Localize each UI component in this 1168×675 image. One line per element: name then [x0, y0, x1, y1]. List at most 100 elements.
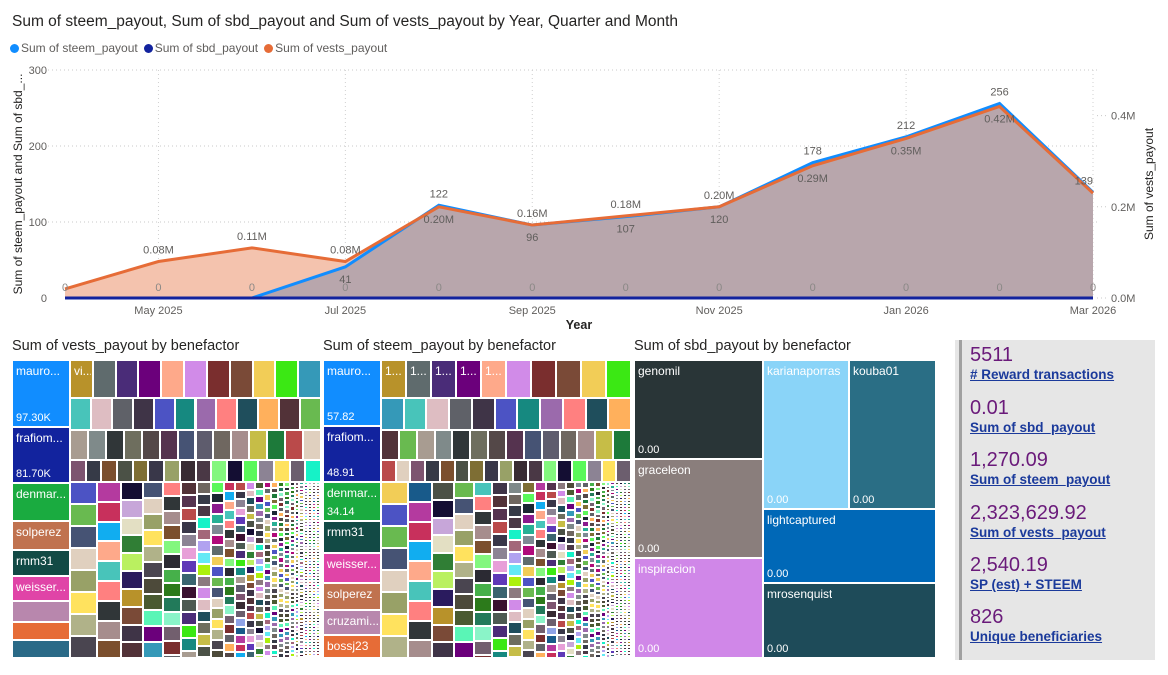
treemap-tile[interactable]: [223, 538, 236, 549]
treemap-tile[interactable]: [614, 536, 619, 539]
treemap-tile[interactable]: [284, 500, 290, 505]
treemap-tile[interactable]: [622, 566, 627, 569]
treemap-tile[interactable]: [622, 548, 627, 551]
treemap-tile[interactable]: [289, 645, 295, 650]
treemap-tile[interactable]: [85, 460, 102, 482]
treemap-tile[interactable]: [299, 627, 304, 631]
treemap-tile[interactable]: [311, 518, 316, 521]
treemap-tile[interactable]: [315, 638, 320, 641]
treemap-tile[interactable]: [507, 610, 522, 623]
treemap-tile[interactable]: [303, 557, 308, 560]
treemap-tile[interactable]: [546, 584, 557, 593]
treemap-tile[interactable]: [622, 530, 627, 533]
treemap-tile[interactable]: [622, 518, 627, 521]
treemap-tile[interactable]: [303, 629, 308, 632]
treemap-tile[interactable]: [307, 647, 312, 650]
treemap-tile[interactable]: [618, 641, 623, 644]
treemap-tile[interactable]: [162, 655, 181, 658]
treemap-tile[interactable]: [294, 621, 300, 626]
treemap-tile[interactable]: [284, 617, 290, 623]
treemap-tile[interactable]: [299, 597, 304, 601]
treemap-tile[interactable]: [381, 460, 396, 482]
treemap-tile[interactable]: [556, 643, 567, 651]
treemap-tile[interactable]: [556, 528, 567, 536]
treemap-tile[interactable]: [196, 645, 211, 658]
treemap-tile[interactable]: [121, 642, 144, 658]
treemap-tile[interactable]: [303, 626, 308, 629]
treemap-tile[interactable]: [299, 607, 304, 611]
treemap-tile[interactable]: [610, 538, 615, 542]
treemap-tile[interactable]: [589, 587, 596, 593]
treemap-tile[interactable]: frafiom... 48.91: [323, 426, 381, 482]
treemap-tile[interactable]: solperez: [323, 583, 381, 610]
treemap-tile[interactable]: [263, 600, 272, 607]
treemap-tile[interactable]: [311, 644, 316, 647]
treemap-tile[interactable]: [311, 515, 316, 518]
treemap-tile[interactable]: [614, 656, 619, 658]
treemap-tile[interactable]: [263, 649, 272, 656]
treemap-tile[interactable]: [614, 533, 619, 536]
treemap-tile[interactable]: [566, 564, 575, 572]
treemap-tile[interactable]: [626, 578, 631, 581]
treemap-tile[interactable]: [258, 398, 280, 430]
treemap-tile[interactable]: [315, 545, 320, 548]
treemap-tile[interactable]: [289, 616, 295, 621]
treemap-tile[interactable]: [556, 650, 567, 658]
treemap-tile[interactable]: [258, 460, 274, 482]
treemap-tile[interactable]: [196, 575, 211, 588]
treemap-tile[interactable]: [319, 545, 321, 548]
treemap-tile[interactable]: [284, 531, 290, 537]
treemap-tile[interactable]: [278, 592, 285, 598]
treemap-tile[interactable]: [595, 540, 601, 546]
treemap-tile[interactable]: [600, 539, 606, 544]
treemap-tile[interactable]: karianaporras 0.00: [763, 360, 849, 509]
treemap-tile[interactable]: [299, 508, 304, 512]
treemap-tile[interactable]: [614, 530, 619, 533]
treemap-tile[interactable]: [245, 497, 256, 505]
treemap-tile[interactable]: [614, 584, 619, 587]
treemap-tile[interactable]: [271, 616, 279, 622]
treemap-tile[interactable]: [307, 623, 312, 626]
treemap-tile[interactable]: kouba01 0.00: [849, 360, 936, 509]
treemap-tile[interactable]: [223, 491, 236, 501]
treemap-tile[interactable]: [454, 530, 474, 547]
treemap-tile[interactable]: [311, 536, 316, 539]
treemap-tile[interactable]: [582, 638, 590, 645]
treemap-tile[interactable]: 1...: [381, 360, 406, 398]
treemap-tile[interactable]: [143, 626, 163, 643]
treemap-tile[interactable]: [307, 560, 312, 563]
treemap-tile[interactable]: [610, 528, 615, 532]
treemap-tile[interactable]: [123, 430, 142, 460]
treemap-tile[interactable]: [303, 430, 321, 460]
treemap-tile[interactable]: [622, 533, 627, 536]
treemap-tile[interactable]: [289, 534, 295, 540]
treemap-tile[interactable]: [284, 631, 290, 636]
treemap-tile[interactable]: [600, 645, 606, 650]
treemap-tile[interactable]: [284, 495, 290, 501]
treemap-tile[interactable]: [521, 639, 535, 651]
treemap-tile[interactable]: [589, 612, 596, 618]
treemap-tile[interactable]: [226, 460, 243, 482]
treemap-tile[interactable]: [159, 430, 178, 460]
treemap-tile[interactable]: [132, 398, 154, 430]
treemap-tile[interactable]: [299, 594, 304, 598]
treemap-tile[interactable]: [566, 551, 575, 558]
treemap-tile[interactable]: [303, 641, 308, 644]
treemap-tile[interactable]: [278, 622, 285, 628]
treemap-tile[interactable]: [70, 398, 91, 430]
treemap-tile[interactable]: [311, 623, 316, 626]
treemap-tile[interactable]: [303, 542, 308, 545]
treemap-tile[interactable]: [303, 515, 308, 518]
treemap-tile[interactable]: [307, 653, 312, 656]
treemap-tile[interactable]: [245, 520, 256, 528]
treemap-tile[interactable]: [618, 515, 623, 518]
treemap-tile[interactable]: [546, 550, 557, 559]
treemap-tile[interactable]: [618, 530, 623, 533]
treemap-tile[interactable]: [12, 622, 70, 640]
treemap-tile[interactable]: [303, 491, 308, 494]
treemap-tile[interactable]: weisser...: [12, 576, 70, 601]
treemap-tile[interactable]: [311, 488, 316, 491]
treemap-tile[interactable]: [303, 530, 308, 533]
treemap-tile[interactable]: [195, 460, 212, 482]
treemap-tile[interactable]: [566, 482, 575, 489]
